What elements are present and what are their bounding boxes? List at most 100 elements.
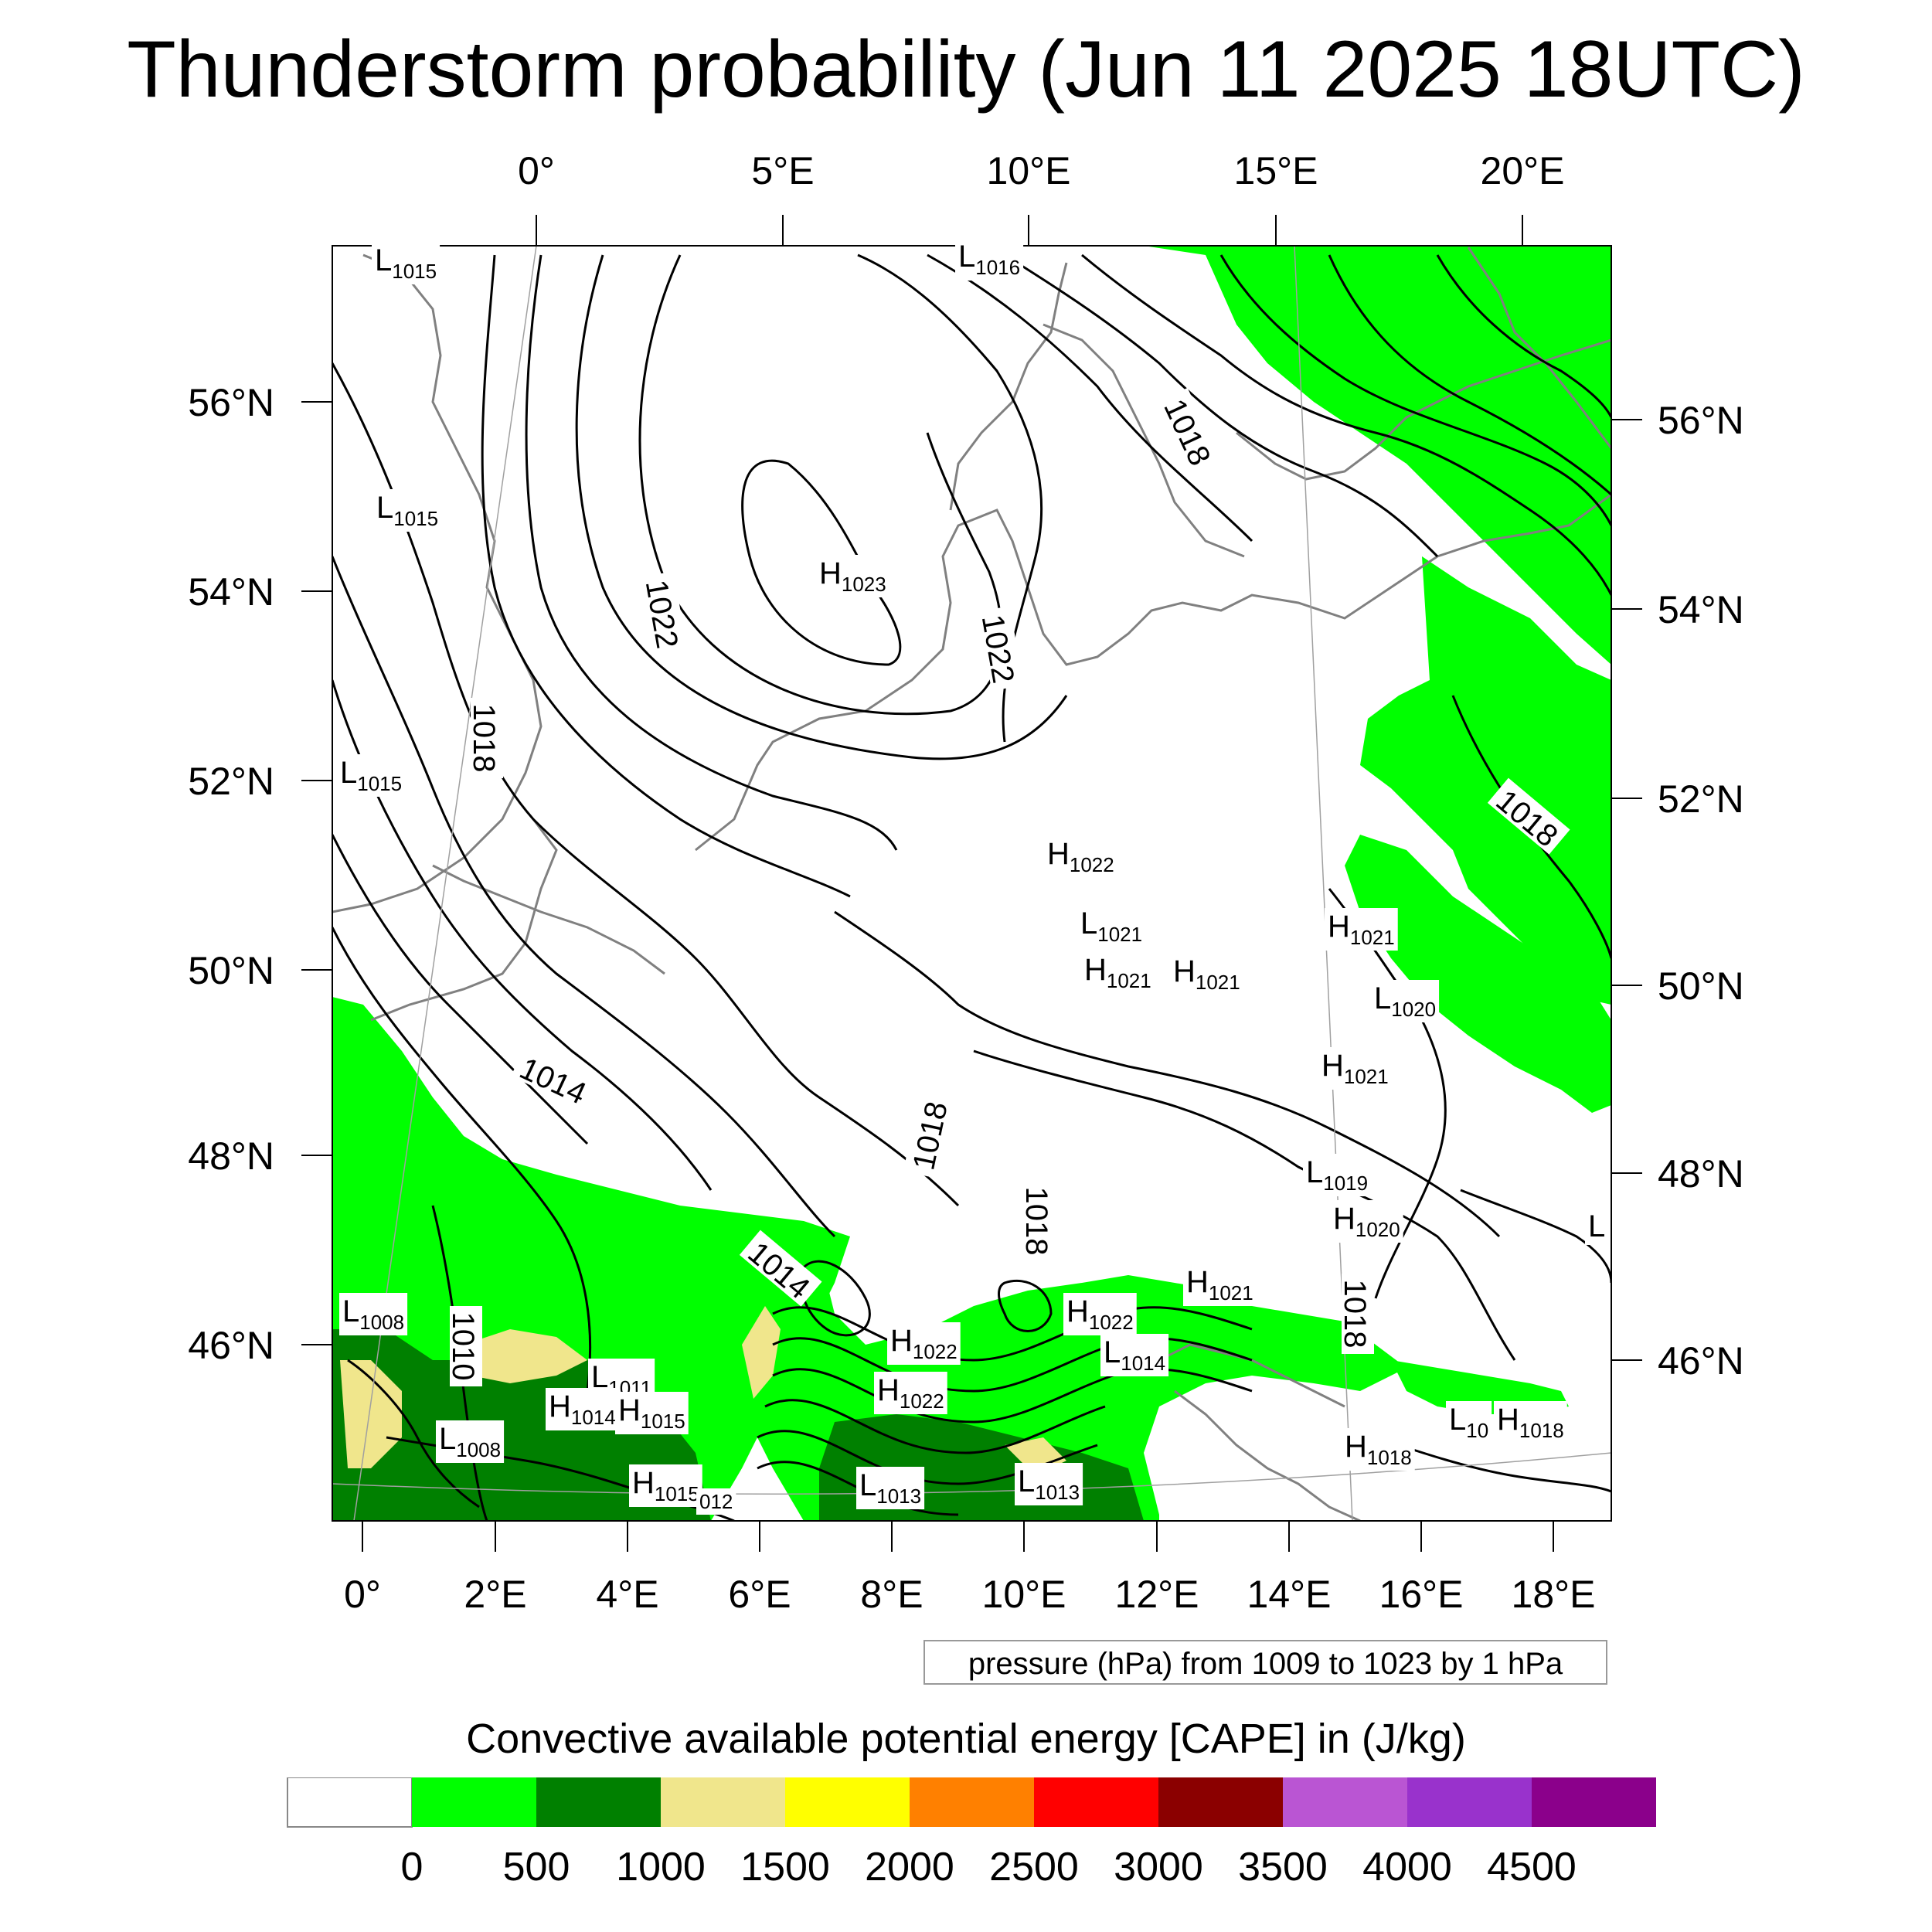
top-lon-label: 15°E	[1234, 149, 1318, 192]
pressure-center-label: L1013	[1018, 1464, 1080, 1504]
pressure-center-label: L1015	[340, 756, 402, 795]
pressure-center-label-bg	[1494, 1401, 1567, 1444]
pressure-center-label: L1016	[958, 240, 1020, 279]
bottom-lon-label: 10°E	[982, 1573, 1066, 1616]
pressure-center-label-bg	[1170, 953, 1243, 995]
left-lat-label: 56°N	[188, 381, 274, 424]
bottom-lon-label: 18°E	[1512, 1573, 1596, 1616]
pressure-center-label: H1018	[1497, 1403, 1564, 1442]
pressure-center-label-bg	[373, 489, 442, 532]
pressure-center-label: H1023	[819, 556, 886, 596]
isobar-label: 1018	[1019, 1187, 1053, 1256]
bottom-lon-label: 4°E	[596, 1573, 658, 1616]
cape-shading	[332, 246, 1611, 1521]
top-lon-label: 5°E	[751, 149, 814, 192]
colorbar-box	[1034, 1777, 1158, 1827]
pressure-center-label: H1021	[1186, 1265, 1253, 1304]
colorbar-box	[910, 1777, 1034, 1827]
pressure-center-label-bg	[615, 1392, 689, 1434]
pressure-center-label: H1021	[1084, 953, 1151, 992]
top-lon-label: 10°E	[987, 149, 1071, 192]
pressure-center-label-bg	[1330, 1200, 1403, 1243]
pressure-center-labels: L1015 L1016 L1015 H1023 L1015 H1022 L1021 H1021…	[337, 238, 1609, 1515]
colorbar-box	[785, 1777, 910, 1827]
cape-area-southeast	[1391, 1360, 1569, 1414]
pressure-center-label: H1015	[632, 1466, 699, 1505]
right-lat-label: 50°N	[1658, 964, 1744, 1008]
pressure-center-label: H1015	[618, 1393, 685, 1433]
bottom-lon-label: 12°E	[1115, 1573, 1199, 1616]
right-lat-label: 48°N	[1658, 1152, 1744, 1196]
left-lat-label: 52°N	[188, 760, 274, 803]
colorbar-tick-label: 1500	[740, 1845, 830, 1889]
axis-labels: 0° 5°E 10°E 15°E 20°E 0° 2°E 4°E 6°E 8°E…	[188, 149, 1743, 1616]
pressure-center-label-bg	[1183, 1264, 1257, 1306]
colorbar-box	[661, 1777, 785, 1827]
cape-area-khaki-2	[464, 1329, 587, 1383]
pressure-center-label: H1020	[1333, 1202, 1400, 1241]
pressure-center-label-bg	[1318, 1047, 1392, 1090]
colorbar-box	[1407, 1777, 1532, 1827]
pressure-center-label: H1018	[1345, 1430, 1412, 1469]
pressure-center-label-bg	[1303, 1154, 1372, 1196]
figure-title: Thunderstorm probability (Jun 11 2025 18…	[127, 25, 1805, 114]
pressure-center-label: L1015	[376, 491, 438, 530]
colorbar-box	[1283, 1777, 1407, 1827]
colorbar-box	[1158, 1777, 1283, 1827]
isobar-label: 1018	[467, 704, 501, 773]
right-lat-label: 46°N	[1658, 1339, 1744, 1383]
pressure-center-label-bg	[339, 1293, 408, 1335]
colorbar-tick-label: 1000	[616, 1845, 706, 1889]
pressure-center-label: 012	[699, 1490, 733, 1513]
colorbar-tick-label: 4500	[1487, 1845, 1577, 1889]
pressure-center-label: H1022	[877, 1373, 944, 1413]
right-lat-label: 56°N	[1658, 399, 1744, 442]
pressure-center-label: L1019	[1306, 1155, 1368, 1195]
pressure-center-label: L1014	[1104, 1335, 1165, 1375]
colorbar-tick-label: 3000	[1114, 1845, 1203, 1889]
bottom-lon-label: 2°E	[464, 1573, 526, 1616]
bottom-lon-label: 6°E	[728, 1573, 791, 1616]
pressure-center-label-bg	[955, 238, 1024, 281]
bottom-lon-label: 8°E	[860, 1573, 923, 1616]
pressure-center-label-bg	[1015, 1463, 1083, 1505]
colorbar-box	[536, 1777, 661, 1827]
pressure-center-label-bg	[874, 1372, 947, 1414]
isobar-label: 1010	[446, 1312, 480, 1381]
pressure-center-label-bg	[816, 555, 889, 597]
pressure-center-label: H1021	[1328, 910, 1395, 949]
pressure-center-label: H1021	[1321, 1049, 1389, 1088]
pressure-center-label-bg	[856, 1467, 925, 1509]
pressure-center-label-bg	[1585, 1208, 1609, 1245]
colorbar-tick-label: 2000	[865, 1845, 954, 1889]
pressure-center-label-bg	[1044, 835, 1117, 878]
left-lat-label: 48°N	[188, 1134, 274, 1178]
top-lon-label: 0°	[518, 149, 555, 192]
pressure-center-label: L1008	[439, 1422, 501, 1461]
pressure-center-label-bg	[1077, 905, 1146, 947]
pressure-center-label-bg	[1342, 1428, 1415, 1471]
pressure-center-label-bg	[1081, 951, 1155, 994]
colorbar-tick-label: 2500	[989, 1845, 1079, 1889]
bottom-lon-label: 0°	[344, 1573, 381, 1616]
bottom-lon-label: 14°E	[1247, 1573, 1332, 1616]
pressure-center-label: H1022	[1066, 1294, 1134, 1334]
pressure-center-label-bg	[372, 242, 440, 284]
pressure-center-label: L1008	[342, 1294, 404, 1334]
pressure-center-label-bg	[1371, 980, 1440, 1022]
cape-area-khaki-1	[340, 1360, 402, 1468]
axis-ticks	[301, 215, 1642, 1552]
colorbar: 0 500 1000 1500 2000 2500 3000 3500 4000 4500	[287, 1777, 1656, 1889]
coastlines	[332, 247, 1611, 1521]
pressure-center-label: L1020	[1374, 981, 1436, 1021]
cape-area-east	[1360, 556, 1611, 1005]
left-lat-label: 54°N	[188, 570, 274, 614]
pressure-center-label: H1022	[890, 1324, 957, 1363]
isobar-label: 1018	[1338, 1280, 1372, 1349]
pressure-center-label-bg	[1063, 1293, 1137, 1335]
pressure-center-label-bg	[1325, 908, 1398, 951]
cape-area-khaki-3	[742, 1306, 781, 1399]
left-lat-label: 50°N	[188, 949, 274, 992]
pressure-center-label-bg	[887, 1322, 961, 1365]
